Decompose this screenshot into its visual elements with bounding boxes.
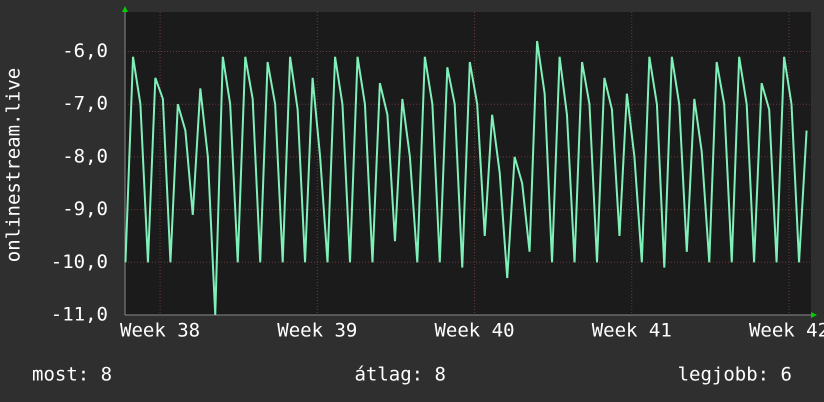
x-tick-label: Week 39 bbox=[277, 320, 357, 342]
legend-entry: átlag: 8 bbox=[354, 364, 446, 386]
y-tick-label: -7,0 bbox=[62, 93, 108, 115]
data-line bbox=[124, 40, 808, 316]
x-tick-label: Week 42 bbox=[749, 320, 824, 342]
axis-arrow bbox=[122, 6, 128, 12]
y-tick-label: -8,0 bbox=[62, 145, 108, 167]
y-tick-label: -11,0 bbox=[51, 304, 108, 326]
x-tick-label: Week 38 bbox=[120, 320, 200, 342]
legend-entry: most: 8 bbox=[32, 364, 112, 386]
x-tick-label: Week 41 bbox=[592, 320, 672, 342]
axis-arrow bbox=[811, 312, 817, 318]
x-tick-label: Week 40 bbox=[434, 320, 514, 342]
y-tick-label: -6,0 bbox=[62, 40, 108, 62]
y-axis-label: onlinestream.live bbox=[3, 68, 25, 262]
y-tick-label: -9,0 bbox=[62, 198, 108, 220]
legend-entry: legjobb: 6 bbox=[678, 364, 792, 386]
plot-area bbox=[125, 12, 811, 315]
y-tick-label: -10,0 bbox=[51, 251, 108, 273]
